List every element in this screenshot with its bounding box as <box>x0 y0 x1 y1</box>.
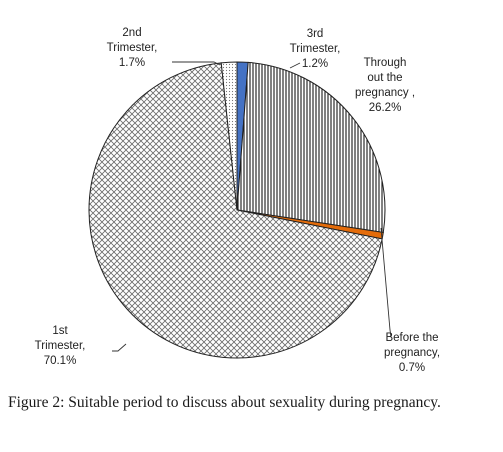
slice-label-2: Through out the pregnancy , 26.2% <box>355 57 415 114</box>
figure-caption: Figure 2: Suitable period to discuss abo… <box>8 393 500 413</box>
slice-label-5: 2nd Trimester, 1.7% <box>107 27 158 69</box>
figure-caption-label: Figure 2: <box>8 394 65 411</box>
pie-slice-2 <box>236 61 386 234</box>
leader-line-5 <box>172 61 221 66</box>
pie-slice-4 <box>88 62 383 359</box>
slice-label-3: Before the pregnancy, 0.7% <box>384 332 440 374</box>
pie-slice-5 <box>220 61 238 211</box>
leader-line-4 <box>112 343 127 352</box>
pie-chart: 3rd Trimester, 1.2% Through out the pregnancy… <box>35 27 440 374</box>
slice-label-4: 1st Trimester, 70.1% <box>35 325 86 367</box>
leader-line-1 <box>289 62 301 69</box>
slice-label-1: 3rd Trimester, 1.2% <box>290 28 341 70</box>
figure-caption-text: Suitable period to discuss about sexuali… <box>68 394 441 411</box>
leader-line-3 <box>380 227 392 338</box>
